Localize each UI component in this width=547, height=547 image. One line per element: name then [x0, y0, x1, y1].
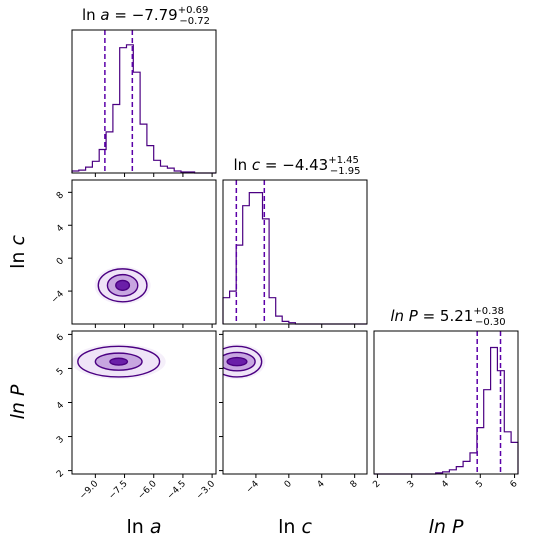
hist-bin	[167, 168, 174, 173]
hist-bin	[236, 245, 243, 324]
x-tick-label-lna: −7.5	[107, 479, 130, 502]
x-axis-label-lnc: ln c	[278, 516, 312, 538]
hist-bin	[154, 160, 161, 173]
panel-title-lnP: ln P = 5.21+0.38 −0.30	[390, 306, 505, 328]
hist-bin	[113, 105, 120, 174]
contour-line-2	[106, 273, 139, 297]
density-fill-core	[115, 280, 130, 291]
y-tick-label-lnP: 4	[55, 400, 66, 411]
density-fill-core	[109, 358, 128, 366]
x-tick-label-lna: −9.0	[78, 479, 101, 502]
x-tick-label-lnc: 0	[283, 479, 294, 490]
y-tick-label-lnP: 5	[55, 367, 66, 378]
y-axis-label-lnc: ln c	[7, 235, 29, 269]
y-tick-label-lnc: 0	[55, 256, 66, 267]
x-tick-label-lnc: 8	[349, 479, 360, 490]
x-tick-label-lna: −6.0	[136, 479, 159, 502]
hist-bin	[491, 348, 498, 474]
contour-content	[223, 344, 266, 380]
hist-bin	[243, 206, 250, 324]
x-tick-label-lna: −3.0	[195, 479, 218, 502]
x-tick-label-lnP: 6	[509, 479, 520, 490]
contour-panel-lna-lnP	[68, 330, 217, 478]
x-axis-label-lnP: ln P	[429, 516, 464, 538]
hist-panel-lnc: ln c = −4.43+1.45 −1.95	[222, 155, 368, 328]
hist-bin	[147, 146, 154, 173]
contour-line-3	[97, 268, 148, 303]
density-fill-core	[227, 357, 247, 366]
hist-bin	[120, 48, 127, 173]
hist-bin	[463, 461, 470, 474]
hist-bin	[511, 442, 518, 474]
x-tick-label-lna: −4.5	[166, 479, 189, 502]
hist-bin	[223, 298, 230, 324]
hist-bin	[133, 72, 140, 173]
x-tick-label-lnP: 2	[371, 479, 382, 490]
hist-bin	[456, 467, 463, 474]
hist-bin	[86, 167, 93, 173]
hist-bin	[92, 161, 99, 173]
hist-bin	[504, 432, 511, 474]
hist-bin	[249, 193, 256, 324]
y-tick-label-lnc: 8	[55, 190, 66, 201]
x-tick-label-lnP: 5	[474, 479, 485, 490]
y-tick-label-lnc: 4	[55, 223, 66, 234]
panel-frame	[71, 29, 217, 174]
hist-bin	[269, 298, 276, 324]
panel-title-lna: ln a = −7.79+0.69 −0.72	[82, 5, 210, 27]
y-axis-label-lnP: ln P	[7, 384, 29, 419]
panel-title-lnc: ln c = −4.43+1.45 −1.95	[233, 155, 360, 177]
contour-content	[72, 344, 166, 380]
panel-frame	[222, 179, 368, 325]
hist-bin	[140, 124, 147, 173]
hist-panel-lnP: ln P = 5.21+0.38 −0.30	[373, 306, 519, 478]
contour-line-1	[115, 279, 131, 291]
hist-bin	[161, 166, 168, 173]
hist-step-lna	[71, 44, 216, 174]
hist-panel-lna: ln a = −7.79+0.69 −0.72	[71, 5, 217, 177]
hist-bin	[449, 470, 456, 474]
x-axis-label-lna: ln a	[126, 516, 161, 538]
hist-bin	[256, 193, 263, 324]
hist-bin	[106, 132, 113, 173]
x-tick-label-lnP: 3	[406, 479, 417, 490]
y-tick-label-lnP: 3	[55, 435, 66, 446]
hist-bin	[262, 219, 269, 324]
contour-line-3	[223, 345, 263, 378]
contour-line-2	[223, 351, 256, 372]
x-tick-label-lnc: −4	[245, 479, 262, 496]
y-tick-label-lnP: 2	[55, 469, 66, 480]
hist-bin	[470, 453, 477, 474]
x-tick-label-lnc: 4	[316, 479, 327, 490]
hist-bin	[230, 291, 237, 324]
y-tick-label-lnc: −4	[50, 289, 67, 306]
hist-bin	[276, 316, 283, 324]
x-tick-label-lnP: 4	[440, 479, 451, 490]
contour-line-1	[226, 356, 248, 367]
corner-plot-layer: ln a = −7.79+0.69 −0.72 ln c = −4.43+1.45−…	[7, 5, 520, 538]
contour-line-2	[94, 352, 143, 371]
panel-frame	[71, 179, 217, 325]
hist-bin	[484, 390, 491, 474]
y-tick-label-lnP: 6	[55, 332, 66, 343]
contour-content	[94, 266, 151, 305]
contour-line-1	[109, 357, 129, 366]
contour-line-3	[77, 345, 161, 378]
contour-panel-lnc-lnP	[219, 330, 368, 478]
contour-panel-lna-lnc	[68, 179, 217, 328]
